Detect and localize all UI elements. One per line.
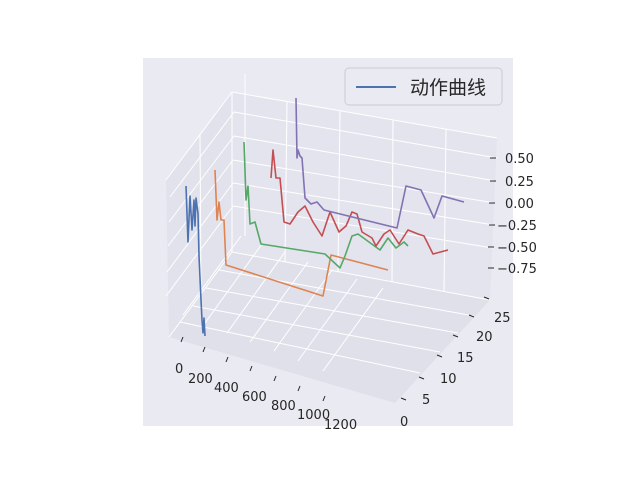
x-tick-label: 1000: [297, 408, 330, 423]
legend: 动作曲线: [344, 67, 503, 106]
x-tick-label: 800: [271, 399, 296, 414]
legend-label: 动作曲线: [410, 77, 486, 99]
y-tick-label: 0: [400, 415, 408, 430]
y-tick-label: 10: [440, 372, 457, 387]
z-tick-label: −0.75: [497, 262, 537, 277]
series-line-1: [185, 185, 206, 337]
y-tick-label: 15: [457, 351, 474, 366]
x-tick-label: 600: [242, 390, 267, 405]
y-tick-label: 20: [476, 330, 493, 345]
x-tick-label: 200: [188, 372, 213, 387]
x-tick-label: 1200: [324, 418, 357, 433]
y-tick-labels: 0 5 10 15 20 25: [400, 311, 511, 430]
series-line-2: [214, 169, 389, 297]
legend-box: [344, 67, 503, 106]
z-tick-label: −0.50: [497, 241, 537, 256]
x-tick-label: 0: [175, 362, 183, 377]
floor-pane: [169, 252, 490, 403]
z-tick-label: 0.00: [505, 197, 534, 212]
series-line-5: [295, 97, 465, 229]
z-tick-labels: 0.50 0.25 0.00 −0.25 −0.50 −0.75: [497, 152, 537, 277]
left-pane: [166, 92, 232, 337]
z-tick-label: −0.25: [497, 219, 537, 234]
z-tick-label: 0.50: [505, 152, 534, 167]
y-tick-label: 25: [494, 311, 511, 326]
z-tick-label: 0.25: [505, 175, 534, 190]
series-line-4: [270, 149, 449, 255]
series-line-3: [243, 141, 409, 269]
tick-marks: [180, 157, 496, 402]
y-tick-label: 5: [422, 393, 430, 408]
series-layer: [185, 97, 465, 337]
x-tick-label: 400: [214, 381, 239, 396]
grid-lines: [165, 74, 498, 374]
x-tick-labels: 0 200 400 600 800 1000 1200: [175, 362, 357, 433]
